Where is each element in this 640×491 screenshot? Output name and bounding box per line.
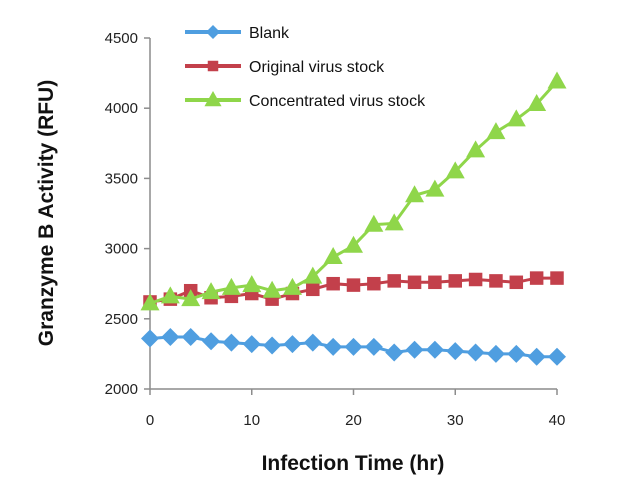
data-point <box>263 336 282 355</box>
legend-label: Original virus stock <box>249 59 385 76</box>
data-point <box>306 282 320 297</box>
data-point <box>405 340 424 359</box>
y-tick-label: 2500 <box>105 311 138 328</box>
data-point <box>344 235 363 253</box>
y-ticks: 2000 2500 3000 3500 4000 4500 <box>105 30 150 398</box>
series-group <box>140 71 567 366</box>
legend-marker <box>207 60 219 72</box>
data-point <box>201 282 221 300</box>
series-blank <box>141 328 566 366</box>
data-point <box>384 213 404 231</box>
data-point <box>466 343 485 362</box>
data-point <box>385 343 404 362</box>
y-tick-label: 3000 <box>105 241 138 258</box>
data-point <box>282 277 302 295</box>
x-axis-title: Infection Time (hr) <box>262 452 445 475</box>
y-tick-label: 4000 <box>105 100 138 117</box>
data-point <box>425 179 445 197</box>
data-point <box>283 335 302 354</box>
data-point <box>466 140 486 158</box>
data-point <box>140 293 160 311</box>
y-tick-label: 4500 <box>105 30 138 47</box>
data-point <box>547 71 567 89</box>
data-point <box>405 185 425 203</box>
data-point <box>468 272 483 287</box>
data-point <box>387 274 401 288</box>
x-tick-label: 0 <box>146 412 154 429</box>
data-point <box>202 332 221 351</box>
data-point <box>527 93 547 111</box>
data-point <box>242 275 262 293</box>
x-ticks: 0 10 20 30 40 <box>146 389 566 429</box>
data-point <box>425 340 444 359</box>
legend-item: Concentrated virus stock <box>185 91 426 110</box>
y-tick-label: 2000 <box>105 381 138 398</box>
legend-item: Blank <box>185 25 290 42</box>
y-axis-title: Granzyme B Activity (RFU) <box>35 80 58 346</box>
legend-label: Blank <box>249 25 290 42</box>
data-point <box>486 122 506 140</box>
y-tick-label: 3500 <box>105 170 138 187</box>
data-point <box>529 271 544 285</box>
data-point <box>160 286 180 304</box>
data-point <box>262 280 282 298</box>
data-point <box>326 276 340 291</box>
data-point <box>242 335 261 354</box>
data-point <box>486 344 505 363</box>
data-point <box>367 276 381 291</box>
series-original-virus-stock <box>143 271 564 309</box>
data-point <box>445 161 465 179</box>
data-point <box>346 278 361 292</box>
x-tick-label: 20 <box>345 412 362 429</box>
data-point <box>428 275 442 290</box>
x-tick-label: 10 <box>243 412 260 429</box>
data-point <box>221 277 241 295</box>
data-point <box>550 271 564 285</box>
data-point <box>141 329 159 348</box>
data-point <box>407 275 422 290</box>
data-point <box>448 274 462 288</box>
data-point <box>527 347 546 366</box>
data-point <box>303 333 322 352</box>
data-point <box>344 337 363 356</box>
data-point <box>507 344 526 363</box>
x-tick-label: 40 <box>549 412 566 429</box>
data-point <box>222 333 241 352</box>
data-point <box>323 247 343 265</box>
data-point <box>506 109 526 127</box>
legend-item: Original virus stock <box>185 59 385 76</box>
legend: Blank Original virus stock Concentrated vi… <box>185 25 426 110</box>
data-point <box>446 342 465 361</box>
data-point <box>364 337 383 356</box>
data-point <box>161 328 180 347</box>
legend-marker <box>206 25 220 39</box>
data-point <box>181 328 200 347</box>
data-point <box>324 337 343 356</box>
data-point <box>303 266 323 284</box>
data-point <box>181 289 201 307</box>
legend-label: Concentrated virus stock <box>249 93 426 110</box>
data-point <box>509 275 524 290</box>
data-point <box>548 347 566 366</box>
x-tick-label: 30 <box>447 412 464 429</box>
data-point <box>364 214 384 232</box>
legend-marker <box>204 91 222 107</box>
series-concentrated-virus-stock <box>140 71 567 311</box>
series-line <box>149 80 559 305</box>
data-point <box>489 274 503 288</box>
